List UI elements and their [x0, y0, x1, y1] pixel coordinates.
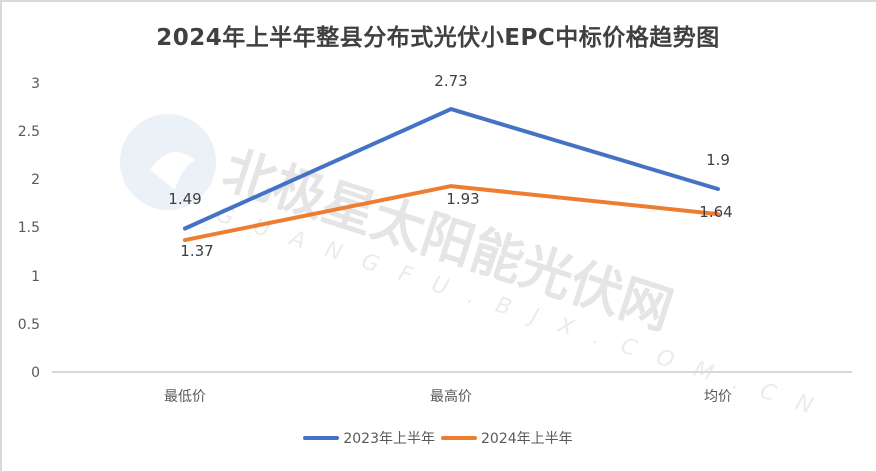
legend-swatch-blue-icon	[303, 436, 340, 440]
y-tick: 2	[31, 172, 40, 188]
data-label-2024-avg: 1.64	[699, 203, 732, 221]
series-2024-line[interactable]	[183, 184, 720, 243]
legend-swatch-orange-icon	[441, 436, 477, 440]
x-tick: 最低价	[164, 389, 206, 405]
legend-label: 2023年上半年	[343, 431, 435, 447]
y-tick: 2.5	[18, 124, 40, 140]
y-axis: 0 0.5 1 1.5 2 2.5 3	[18, 76, 40, 381]
series-2023-line[interactable]	[183, 107, 720, 231]
y-tick: 0.5	[18, 317, 40, 333]
data-label-2023-avg: 1.9	[706, 151, 730, 169]
data-label-2023-max: 2.73	[434, 72, 467, 90]
legend-item-2023[interactable]: 2023年上半年	[303, 428, 435, 448]
legend: 2023年上半年 2024年上半年	[0, 428, 876, 448]
y-tick: 1.5	[18, 220, 40, 236]
y-tick: 3	[31, 76, 40, 92]
x-tick: 均价	[704, 389, 732, 405]
data-labels: 1.49 2.73 1.9 1.37 1.93 1.64	[168, 72, 732, 260]
data-label-2023-min: 1.49	[168, 190, 201, 208]
y-tick: 1	[31, 269, 40, 285]
legend-label: 2024年上半年	[481, 431, 573, 447]
legend-item-2024[interactable]: 2024年上半年	[441, 428, 573, 448]
x-tick: 最高价	[430, 388, 472, 405]
chart-title: 2024年上半年整县分布式光伏小EPC中标价格趋势图	[156, 25, 720, 51]
y-tick: 0	[31, 365, 40, 381]
data-label-2024-min: 1.37	[180, 242, 213, 260]
x-axis: 最低价 最高价 均价	[164, 388, 732, 405]
data-label-2024-max: 1.93	[446, 190, 479, 208]
